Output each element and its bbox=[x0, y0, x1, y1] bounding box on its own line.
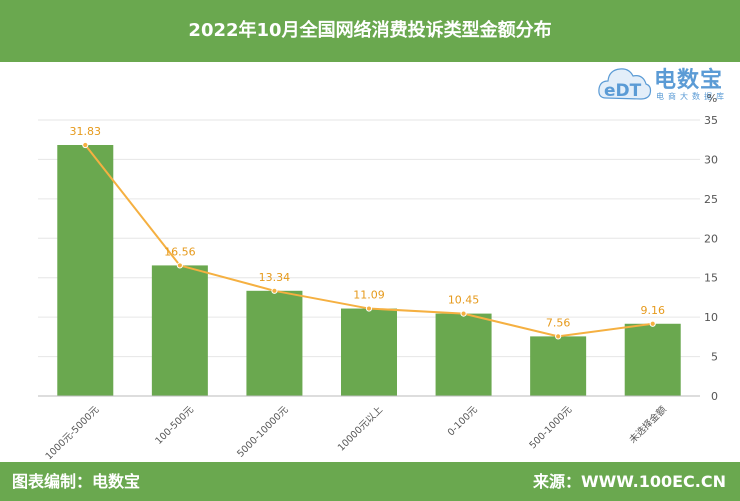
x-tick-label: 100-500元 bbox=[153, 404, 196, 447]
y-tick-label: 20 bbox=[704, 232, 718, 245]
y-tick-label: 15 bbox=[704, 272, 718, 285]
x-axis: 1000元-5000元 100-500元 5000-10000元 10000元以上 0-… bbox=[44, 403, 670, 461]
bar bbox=[624, 323, 681, 396]
y-tick-label: 35 bbox=[704, 114, 718, 127]
line-point bbox=[649, 320, 656, 327]
y-tick-label: 10 bbox=[704, 311, 718, 324]
data-label: 9.16 bbox=[640, 304, 665, 317]
data-label: 11.09 bbox=[353, 289, 385, 302]
footer-source: 来源：WWW.100EC.CN bbox=[532, 472, 726, 491]
bar bbox=[341, 308, 397, 396]
y-tick-label: 30 bbox=[704, 153, 718, 166]
data-label: 7.56 bbox=[546, 316, 571, 329]
data-label: 16.56 bbox=[164, 245, 196, 258]
logo-name: 电数宝 bbox=[654, 68, 724, 93]
footer-bar: 图表编制：电数宝 来源：WWW.100EC.CN bbox=[0, 462, 740, 501]
bars bbox=[57, 144, 681, 396]
bar bbox=[57, 144, 114, 396]
y-tick-label: 25 bbox=[704, 193, 718, 206]
bar bbox=[246, 290, 303, 396]
logo: eDT 电数宝 电商大数据库 bbox=[596, 58, 738, 110]
line-point bbox=[82, 141, 89, 149]
y-axis: 0 5 10 15 20 25 30 35% bbox=[38, 92, 718, 403]
y-axis-unit: % bbox=[707, 92, 717, 105]
page-title: 2022年10月全国网络消费投诉类型金额分布 bbox=[188, 20, 552, 41]
line-point bbox=[555, 333, 562, 340]
bar-line-chart: 31.83 16.56 13.34 11.09 10.45 7.56 9.16 0 5 10 15… bbox=[38, 92, 718, 461]
logo-mark: eDT bbox=[604, 81, 642, 101]
x-tick-label: 0-100元 bbox=[446, 404, 480, 438]
line-point bbox=[176, 262, 183, 269]
x-tick-label: 未选择金额 bbox=[627, 403, 669, 445]
data-label: 13.34 bbox=[259, 271, 291, 284]
line-point bbox=[460, 310, 467, 317]
cloud-logo-icon: eDT bbox=[598, 68, 652, 101]
trend-line bbox=[82, 141, 656, 340]
x-tick-label: 10000元以上 bbox=[336, 404, 386, 454]
line-point bbox=[365, 305, 373, 312]
x-tick-label: 5000-10000元 bbox=[235, 404, 291, 460]
bar bbox=[435, 313, 492, 396]
title-bar: 2022年10月全国网络消费投诉类型金额分布 bbox=[0, 0, 740, 62]
logo-subtitle: 电商大数据库 bbox=[656, 92, 728, 101]
y-tick-label: 0 bbox=[711, 390, 718, 403]
x-tick-label: 500-1000元 bbox=[527, 404, 574, 451]
line-point bbox=[271, 287, 278, 294]
data-labels: 31.83 16.56 13.34 11.09 10.45 7.56 9.16 bbox=[70, 125, 665, 329]
x-tick-label: 1000元-5000元 bbox=[44, 404, 102, 461]
footer-credit: 图表编制：电数宝 bbox=[12, 472, 141, 491]
bar bbox=[530, 336, 587, 396]
y-tick-label: 5 bbox=[711, 351, 718, 364]
bar bbox=[151, 265, 208, 396]
data-label: 31.83 bbox=[70, 125, 102, 138]
data-label: 10.45 bbox=[448, 294, 480, 307]
